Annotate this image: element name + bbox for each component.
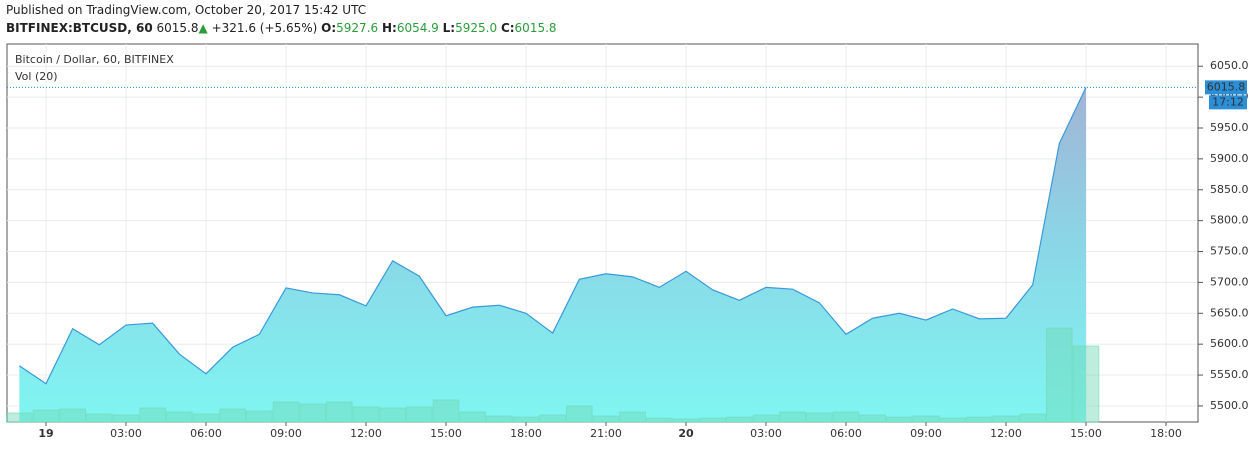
y-tick-label: 5800.0 bbox=[1210, 214, 1249, 227]
volume-bar bbox=[352, 406, 380, 423]
ohlc-value: 5927.6 bbox=[336, 21, 379, 35]
ohlc-value: 5925.0 bbox=[455, 21, 498, 35]
volume-bar bbox=[672, 418, 700, 423]
price-line bbox=[18, 87, 1087, 385]
volume-bar bbox=[912, 415, 940, 423]
x-tick-label: 03:00 bbox=[110, 427, 142, 440]
volume-bar bbox=[326, 401, 353, 423]
volume-bar bbox=[886, 416, 913, 423]
x-tick-label: 09:00 bbox=[270, 427, 302, 440]
volume-bar bbox=[432, 399, 460, 423]
volume-bar bbox=[192, 413, 220, 423]
x-tick-label: 21:00 bbox=[590, 427, 622, 440]
volume-bar bbox=[6, 412, 33, 423]
ohlc-label: O: bbox=[321, 21, 337, 35]
published-line: Published on TradingView.com, October 20… bbox=[6, 3, 367, 17]
volume-bar bbox=[992, 415, 1020, 423]
volume-bar bbox=[779, 411, 806, 423]
y-tick-label: 5700.0 bbox=[1210, 275, 1249, 288]
volume-bar bbox=[859, 414, 886, 423]
volume-bar bbox=[619, 411, 646, 423]
countdown-tag bbox=[1209, 95, 1247, 110]
volume-bar bbox=[966, 416, 993, 423]
last-price-label: 6015.8 bbox=[1207, 80, 1246, 93]
x-tick-label: 20 bbox=[678, 427, 694, 440]
volume-bar bbox=[1072, 345, 1100, 423]
ohlc-value: 6054.9 bbox=[396, 21, 439, 35]
volume-bar bbox=[219, 408, 246, 423]
y-tick-label: 5850.0 bbox=[1210, 183, 1249, 196]
ohlc-value: 6015.8 bbox=[514, 21, 557, 35]
volume-bar bbox=[86, 413, 113, 423]
volume-bar bbox=[406, 406, 433, 423]
symbol: BITFINEX:BTCUSD, 60 bbox=[6, 21, 153, 35]
volume-bar bbox=[459, 411, 487, 423]
x-tick-label: 15:00 bbox=[1070, 427, 1102, 440]
x-tick-label: 19 bbox=[38, 427, 53, 440]
volume-bar bbox=[246, 410, 273, 423]
volume-bar bbox=[112, 414, 140, 423]
y-tick-label: 5500.0 bbox=[1210, 399, 1249, 412]
watermark: BTCUSD chart by TradingView bbox=[22, 395, 186, 408]
volume-bar bbox=[139, 407, 166, 423]
x-tick-label: 09:00 bbox=[910, 427, 942, 440]
volume-bar bbox=[806, 412, 833, 423]
countdown: 17:12 bbox=[1212, 95, 1244, 108]
y-tick-label: 5600.0 bbox=[1210, 337, 1249, 350]
volume-bar bbox=[486, 415, 513, 423]
last-price: 6015.8 bbox=[156, 21, 199, 35]
volume-bar bbox=[379, 407, 407, 423]
symbol-line: BITFINEX:BTCUSD, 60 6015.8▲ +321.6 (+5.6… bbox=[6, 21, 557, 35]
volume-bar bbox=[59, 408, 86, 423]
legend: Bitcoin / Dollar, 60, BITFINEX bbox=[15, 53, 174, 66]
volume-bar bbox=[592, 415, 620, 423]
y-tick-label: 6000.0 bbox=[1210, 90, 1249, 103]
volume-bar bbox=[699, 417, 726, 423]
plot-frame bbox=[6, 43, 1199, 423]
volume-bar bbox=[539, 414, 566, 423]
arrow: ▲ bbox=[198, 21, 208, 35]
volume-bar bbox=[646, 417, 673, 423]
y-tick-label: 6050.0 bbox=[1210, 59, 1249, 72]
volume-bar bbox=[752, 414, 780, 423]
volume-bar bbox=[566, 405, 593, 423]
ohlc-label: L: bbox=[442, 21, 456, 35]
volume-legend: Vol (20) bbox=[15, 70, 58, 83]
volume-bar bbox=[512, 416, 540, 423]
x-tick-label: 06:00 bbox=[190, 427, 222, 440]
area-fill bbox=[19, 87, 1086, 422]
x-tick-label: 06:00 bbox=[830, 427, 862, 440]
volume-bar bbox=[939, 417, 966, 423]
ohlc-label: H: bbox=[381, 21, 397, 35]
y-tick-label: 5650.0 bbox=[1210, 306, 1249, 319]
volume-bar bbox=[166, 411, 193, 423]
y-tick-label: 5750.0 bbox=[1210, 245, 1249, 258]
ohlc-label: C: bbox=[500, 21, 515, 35]
volume-bar bbox=[726, 416, 753, 423]
volume-bar bbox=[832, 411, 860, 423]
volume-bar bbox=[299, 403, 327, 423]
volume-bar bbox=[1019, 413, 1046, 423]
y-tick-label: 5900.0 bbox=[1210, 152, 1249, 165]
change: +321.6 (+5.65%) bbox=[211, 21, 318, 35]
volume-bar bbox=[1046, 327, 1073, 423]
y-tick-label: 5550.0 bbox=[1210, 368, 1249, 381]
x-tick-label: 18:00 bbox=[510, 427, 542, 440]
volume-bar bbox=[32, 409, 60, 423]
x-tick-label: 18:00 bbox=[1150, 427, 1182, 440]
x-tick-label: 12:00 bbox=[350, 427, 382, 440]
x-tick-label: 03:00 bbox=[750, 427, 782, 440]
last-price-tag bbox=[1205, 80, 1247, 95]
ohlc: O:5927.6 H:6054.9 L:5925.0 C:6015.8 bbox=[321, 21, 556, 35]
x-tick-label: 15:00 bbox=[430, 427, 462, 440]
volume-bar bbox=[272, 401, 300, 423]
y-tick-label: 5950.0 bbox=[1210, 121, 1249, 134]
x-tick-label: 12:00 bbox=[990, 427, 1022, 440]
